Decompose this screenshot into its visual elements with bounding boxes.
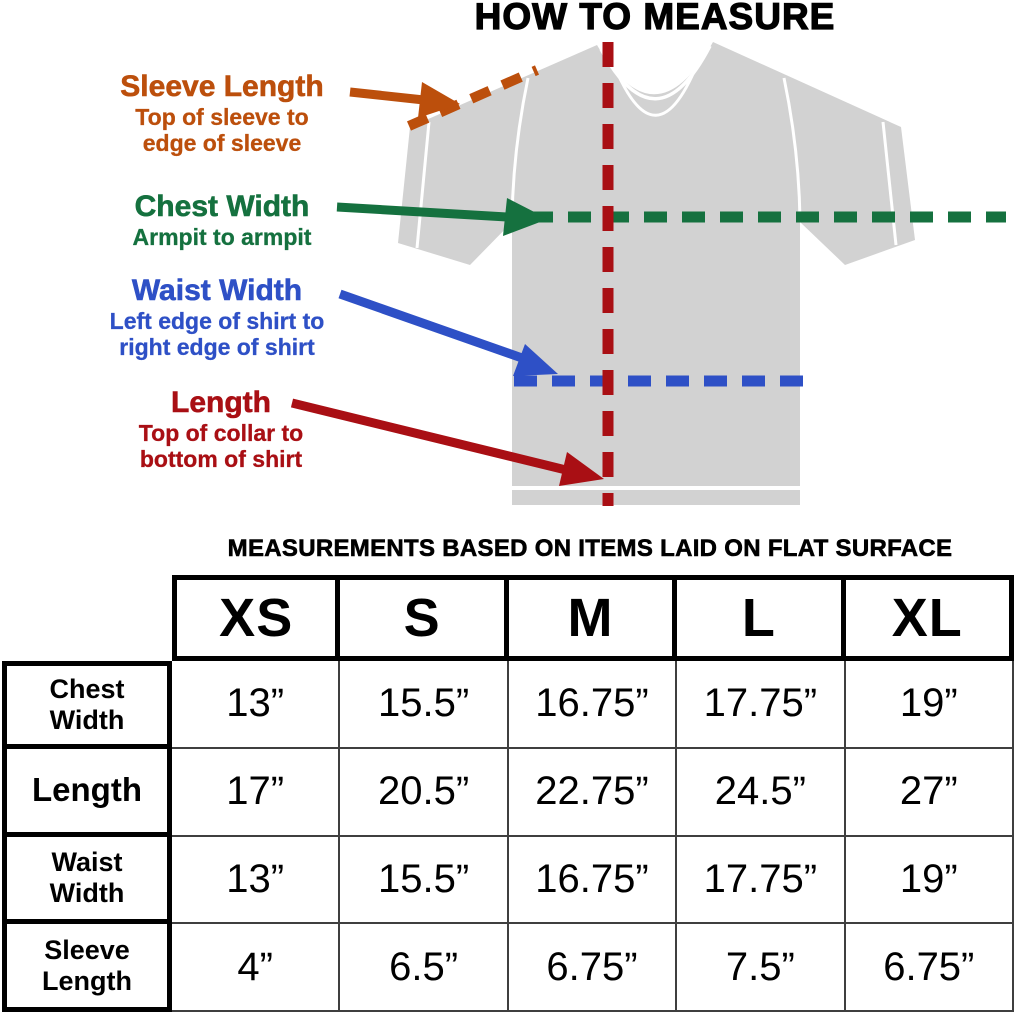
cell-chest-xs: 13” [172, 661, 341, 749]
waist-width-desc-line1: Left edge of shirt to [109, 307, 325, 334]
right-cuff-seam [881, 121, 898, 246]
waist-arrow [338, 289, 558, 376]
column-header-m: M [508, 575, 678, 661]
cell-chest-l: 17.75” [677, 661, 846, 749]
cell-waist-xs: 13” [172, 836, 341, 925]
cell-sleeve-xl: 6.75” [845, 924, 1014, 1012]
cell-sleeve-xs: 4” [172, 924, 341, 1012]
collar-band-inner-arc [610, 56, 702, 117]
chest-width-annotation: Chest Width Armpit to armpit [2, 190, 442, 250]
sleeve-length-desc-line1: Top of sleeve to [135, 103, 309, 130]
waist-width-desc-line2: right edge of shirt [119, 333, 315, 360]
column-header-xs: XS [172, 575, 341, 661]
chest-arrow [336, 198, 548, 236]
cell-waist-s: 15.5” [340, 836, 509, 925]
tshirt-shape [398, 42, 915, 505]
column-header-s: S [340, 575, 509, 661]
waist-width-label: Waist Width [131, 274, 303, 308]
sleeve-arrow [349, 82, 460, 118]
chest-width-label: Chest Width [134, 190, 310, 224]
cell-waist-l: 17.75” [677, 836, 846, 925]
table-corner-cell [2, 575, 172, 661]
tshirt-measure-diagram [290, 42, 1006, 506]
column-header-xl: XL [845, 575, 1014, 661]
cell-length-m: 22.75” [508, 748, 678, 837]
sleeve-length-label: Sleeve Length [120, 70, 324, 104]
length-arrow [290, 398, 604, 486]
sleeve-length-annotation: Sleeve Length Top of sleeve to edge of s… [2, 70, 442, 156]
length-label: Length [171, 386, 272, 420]
cell-sleeve-s: 6.5” [340, 924, 509, 1012]
length-desc-line1: Top of collar to [138, 419, 304, 446]
row-label-length: Length [2, 748, 172, 837]
length-desc-line2: bottom of shirt [139, 445, 303, 472]
right-armhole-seam [782, 77, 802, 221]
cell-length-s: 20.5” [340, 748, 509, 837]
left-cuff-seam [415, 121, 431, 249]
cell-chest-xl: 19” [845, 661, 1014, 749]
cell-chest-m: 16.75” [508, 661, 678, 749]
sleeve-measure-line [406, 65, 540, 131]
cell-sleeve-l: 7.5” [677, 924, 846, 1012]
row-label-chest-width: Chest Width [2, 661, 172, 749]
chest-width-desc-line1: Armpit to armpit [132, 223, 312, 250]
row-label-waist-width: Waist Width [2, 836, 172, 925]
cell-waist-xl: 19” [845, 836, 1014, 925]
cell-waist-m: 16.75” [508, 836, 678, 925]
cell-length-l: 24.5” [677, 748, 846, 837]
cell-length-xs: 17” [172, 748, 341, 837]
size-chart-table: XS S M L XL Chest Width 13” 15.5” 16.75”… [2, 575, 1014, 1012]
table-caption: MEASUREMENTS BASED ON ITEMS LAID ON FLAT… [227, 535, 953, 563]
cell-sleeve-m: 6.75” [508, 924, 678, 1012]
column-header-l: L [677, 575, 846, 661]
waist-width-annotation: Waist Width Left edge of shirt to right … [0, 274, 437, 360]
length-annotation: Length Top of collar to bottom of shirt [1, 386, 441, 472]
page-title: HOW TO MEASURE [474, 0, 836, 38]
cell-length-xl: 27” [845, 748, 1014, 837]
cell-chest-s: 15.5” [340, 661, 509, 749]
row-label-sleeve-length: Sleeve Length [2, 924, 172, 1012]
sleeve-length-desc-line2: edge of sleeve [142, 129, 302, 156]
